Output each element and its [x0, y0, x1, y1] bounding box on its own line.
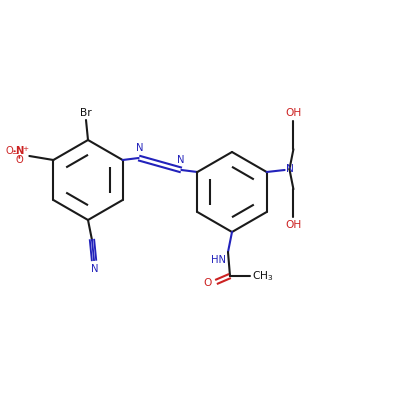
Text: HN: HN	[211, 255, 226, 265]
Text: +: +	[22, 146, 28, 152]
Text: O: O	[16, 155, 23, 165]
Text: O: O	[6, 146, 13, 156]
Text: N: N	[286, 164, 294, 174]
Text: OH: OH	[285, 220, 302, 230]
Text: N: N	[92, 264, 99, 274]
Text: O: O	[204, 278, 212, 288]
Text: Br: Br	[80, 108, 92, 118]
Text: −: −	[11, 150, 18, 156]
Text: N: N	[136, 143, 143, 153]
Text: CH$_3$: CH$_3$	[252, 269, 274, 283]
Text: OH: OH	[285, 108, 302, 118]
Text: N: N	[15, 146, 24, 156]
Text: N: N	[177, 155, 184, 165]
